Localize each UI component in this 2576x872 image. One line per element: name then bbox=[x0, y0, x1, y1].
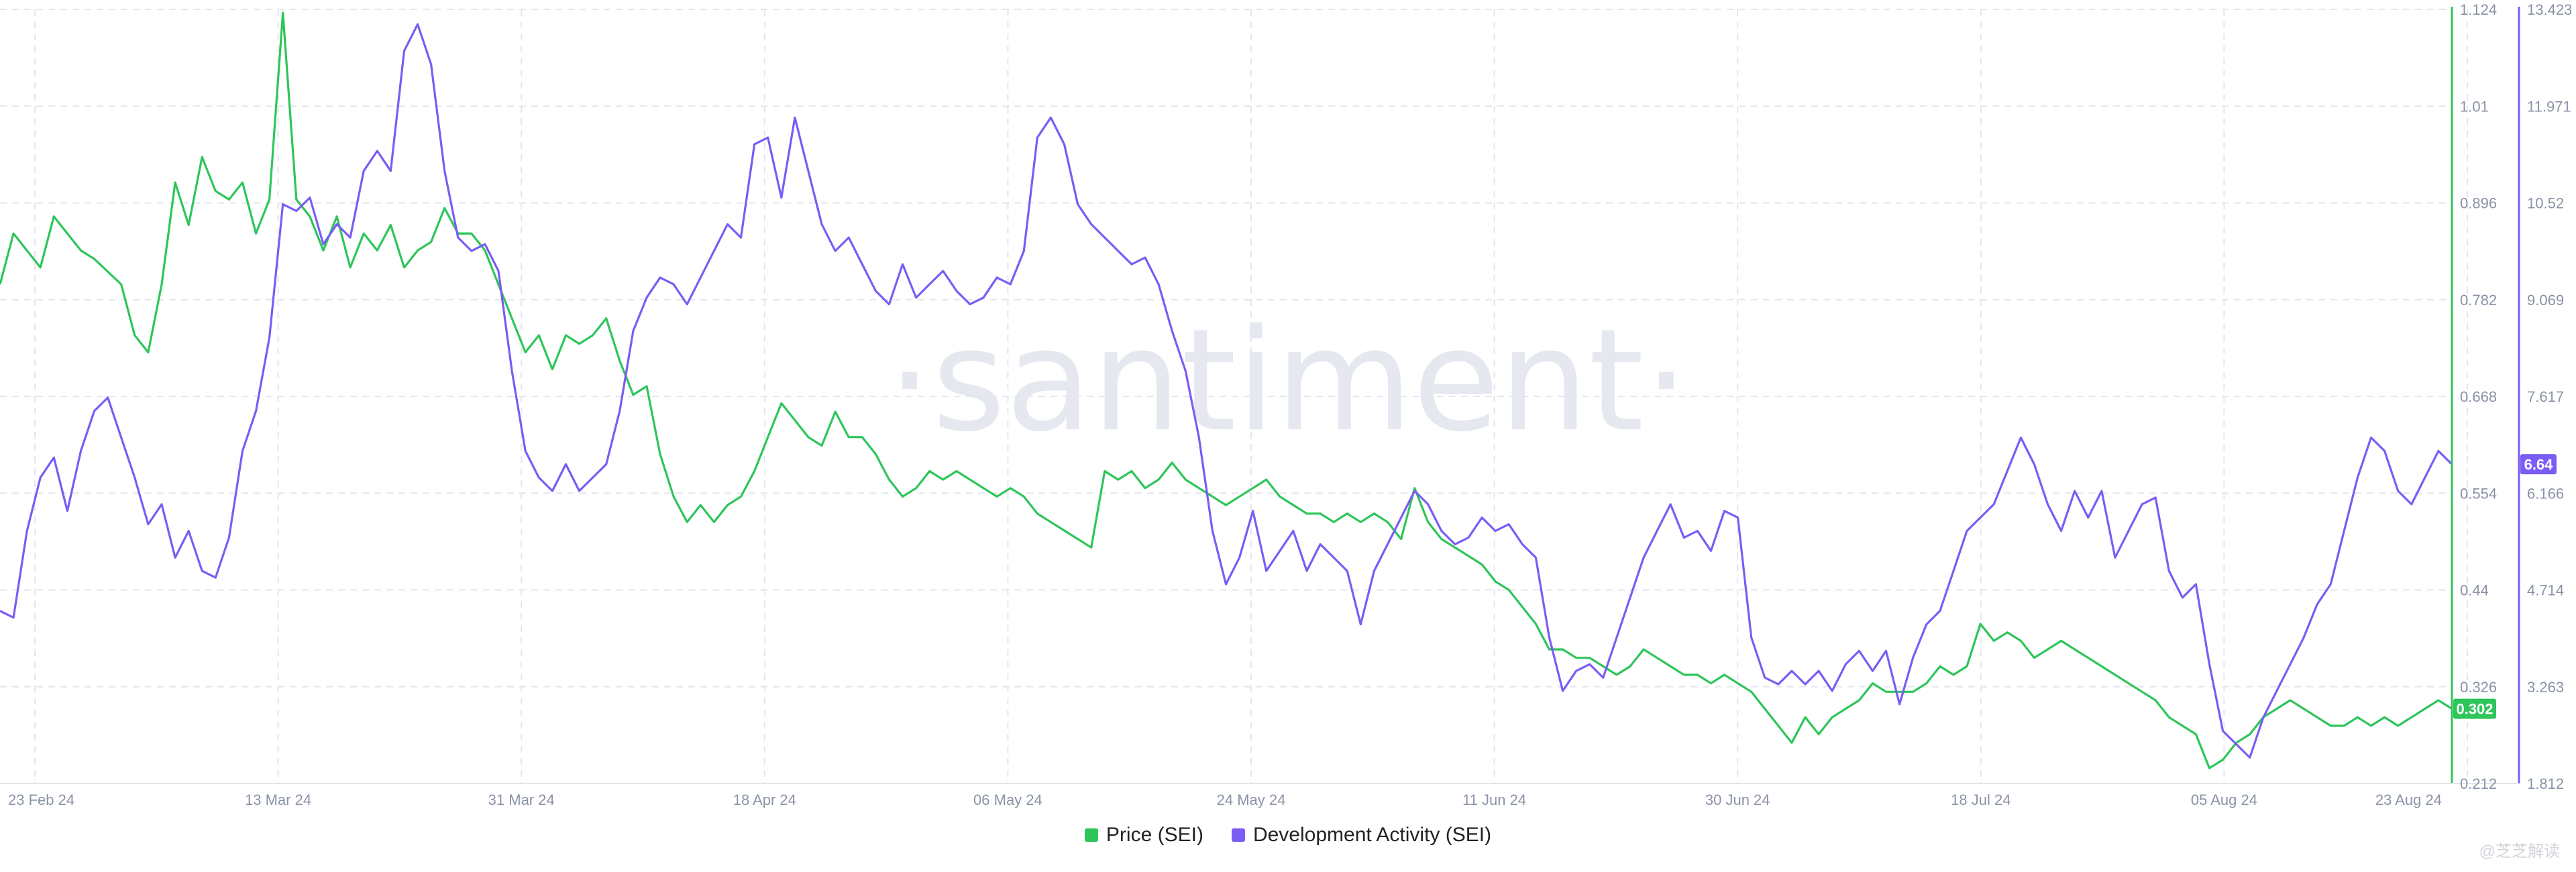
dev-activity-series-line bbox=[0, 23, 2453, 759]
y-right-tick-label: 3.263 bbox=[2527, 679, 2564, 696]
x-tick-label: 05 Aug 24 bbox=[2191, 792, 2257, 808]
x-tick-label: 13 Mar 24 bbox=[245, 792, 311, 808]
chart-watermark: ·santiment· bbox=[888, 298, 1689, 463]
x-tick-label: 31 Mar 24 bbox=[488, 792, 555, 808]
y-left-tick-label: 0.668 bbox=[2460, 388, 2497, 405]
x-tick-label: 11 Jun 24 bbox=[1462, 792, 1526, 808]
chart-legend: Price (SEI) Development Activity (SEI) bbox=[0, 824, 2576, 847]
x-tick-label: 06 May 24 bbox=[973, 792, 1042, 808]
value-badges: 0.302 6.64 bbox=[2453, 454, 2557, 719]
legend-item-price[interactable]: Price (SEI) bbox=[1084, 824, 1203, 847]
series-lines bbox=[0, 11, 2453, 769]
legend-label-dev-activity: Development Activity (SEI) bbox=[1252, 824, 1492, 846]
x-tick-label: 23 Feb 24 bbox=[8, 792, 74, 808]
price-value-badge-text: 0.302 bbox=[2456, 701, 2493, 718]
legend-swatch-price bbox=[1084, 828, 1098, 842]
y-left-tick-label: 0.44 bbox=[2460, 582, 2489, 599]
y-right-tick-label: 1.812 bbox=[2527, 775, 2564, 792]
y-right-tick-label: 11.971 bbox=[2527, 98, 2571, 115]
y-right-tick-label: 6.166 bbox=[2527, 485, 2564, 502]
x-tick-label: 23 Aug 24 bbox=[2375, 792, 2442, 808]
y-left-tick-label: 0.212 bbox=[2460, 775, 2497, 792]
y-left-tick-label: 0.782 bbox=[2460, 292, 2497, 309]
y-left-tick-label: 1.124 bbox=[2460, 1, 2497, 18]
y-right-tick-label: 9.069 bbox=[2527, 292, 2564, 309]
source-watermark: @芝芝解读 bbox=[2479, 842, 2560, 861]
dev-activity-value-badge bbox=[2520, 454, 2557, 475]
x-tick-label: 24 May 24 bbox=[1217, 792, 1286, 808]
axes bbox=[0, 7, 2520, 784]
legend-item-dev-activity[interactable]: Development Activity (SEI) bbox=[1231, 824, 1492, 847]
y-right-tick-label: 7.617 bbox=[2527, 388, 2564, 405]
x-tick-label: 30 Jun 24 bbox=[1705, 792, 1770, 808]
price-value-badge bbox=[2453, 698, 2496, 719]
x-tick-label: 18 Jul 24 bbox=[1951, 792, 2010, 808]
y-right-tick-label: 4.714 bbox=[2527, 582, 2564, 599]
y-left-tick-label: 1.01 bbox=[2460, 98, 2489, 115]
legend-swatch-dev-activity bbox=[1231, 828, 1245, 842]
y-axis-right-ticks: 13.423 11.971 10.52 9.069 7.617 6.166 4.714 3.2… bbox=[2527, 1, 2572, 792]
y-left-tick-label: 0.554 bbox=[2460, 485, 2497, 502]
x-axis-ticks: 23 Feb 24 13 Mar 24 31 Mar 24 18 Apr 24 06 M… bbox=[8, 792, 2442, 808]
legend-label-price: Price (SEI) bbox=[1106, 824, 1203, 846]
y-left-tick-label: 0.896 bbox=[2460, 195, 2497, 212]
y-axis-left-ticks: 1.124 1.01 0.896 0.782 0.668 0.554 0.44 0.326 0.… bbox=[2460, 1, 2497, 792]
dev-activity-value-badge-text: 6.64 bbox=[2524, 456, 2554, 473]
price-series-line bbox=[0, 11, 2453, 769]
y-left-tick-label: 0.326 bbox=[2460, 679, 2497, 696]
y-right-tick-label: 13.423 bbox=[2527, 1, 2572, 18]
x-tick-label: 18 Apr 24 bbox=[733, 792, 796, 808]
y-right-tick-label: 10.52 bbox=[2527, 195, 2564, 212]
